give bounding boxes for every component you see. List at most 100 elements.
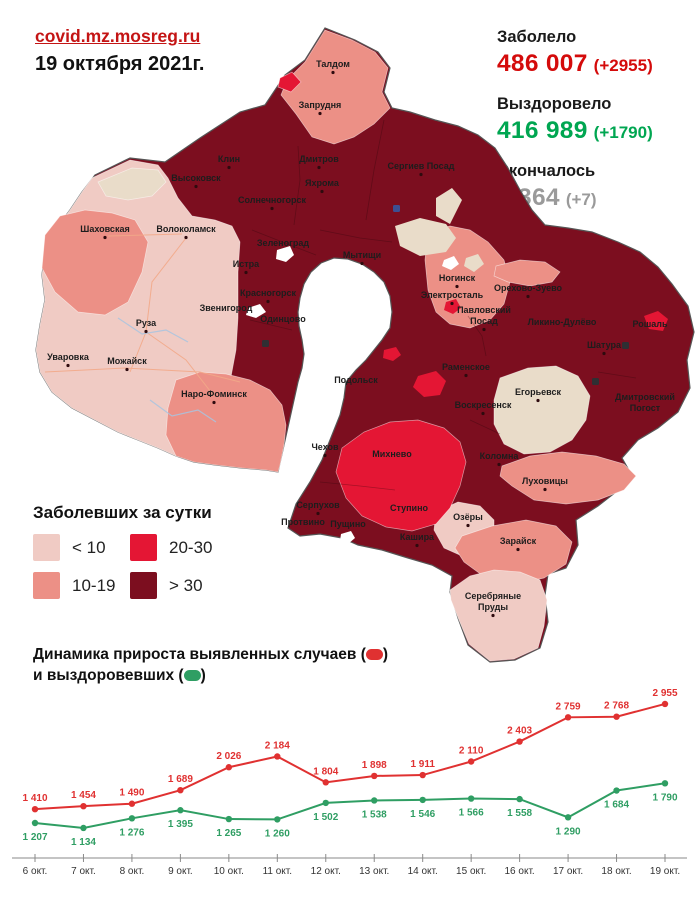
legend-item: < 10: [33, 534, 130, 561]
district-serebryanye-prudy: [449, 569, 548, 662]
map-label: Солнечногорск: [238, 195, 306, 205]
legend-item: > 30: [130, 572, 212, 599]
map-label: Запрудня: [299, 100, 342, 110]
hotspot-ramenskoye-west: [413, 371, 446, 397]
town-dot: [415, 543, 419, 548]
district-lukhovitsy: [499, 451, 637, 505]
map-label: Звенигород: [200, 303, 253, 313]
map-label: Шатура: [587, 340, 622, 350]
legend-item: 10-19: [33, 572, 130, 599]
district-orekhovo-north: [493, 259, 561, 287]
town-dot: [125, 367, 129, 372]
chart-point-cases: [613, 713, 620, 720]
value-label: 1 490: [119, 788, 144, 799]
chart-point-recovered: [467, 795, 475, 802]
value-label: 1 538: [362, 809, 387, 820]
chart-point-cases: [371, 772, 378, 780]
patch-zvenigorod: [246, 304, 266, 318]
map-label: Рошаль: [632, 319, 668, 329]
patch-zelenograd: [276, 246, 294, 262]
town-dot: [331, 70, 335, 75]
stat-died-label: Скончалось: [497, 162, 596, 180]
value-label: 1 911: [410, 759, 435, 770]
town-dot: [103, 235, 107, 240]
map-label: Ступино: [390, 503, 429, 513]
town-dot: [497, 462, 501, 467]
chart-point-cases: [225, 764, 233, 771]
town-dot: [516, 547, 520, 552]
map-label: Зеленоград: [257, 238, 309, 248]
value-label: 1 134: [71, 837, 96, 848]
map-label: Ликино-Дулёво: [528, 317, 597, 327]
chart-point-cases: [516, 738, 523, 745]
town-dot: [482, 327, 486, 332]
map-label: Дмитровский Погост: [615, 392, 675, 413]
patch-noginsk-beige: [464, 254, 484, 272]
legend-swatch: [130, 572, 157, 599]
legend-swatch: [130, 534, 157, 561]
map-labels-layer: Шаховская Волоколамск Руза Уваровка Можайск Н…: [47, 59, 675, 618]
town-dot: [536, 398, 540, 403]
header: covid.mz.mosreg.ru 19 октября 2021г.: [35, 26, 204, 76]
value-label: 1 410: [22, 793, 47, 804]
building-marker-icon: [262, 340, 269, 347]
stat-died-delta: (+7): [565, 190, 597, 209]
town-dot: [543, 487, 547, 492]
value-label: 2 955: [652, 688, 677, 699]
value-label: 1 207: [22, 832, 47, 843]
map-label: Талдом: [316, 59, 350, 69]
patch-noginsk-white: [442, 256, 459, 270]
chart-point-recovered: [371, 797, 378, 804]
source-url-link[interactable]: covid.mz.mosreg.ru: [35, 26, 201, 46]
town-dot: [320, 189, 324, 194]
legend-swatch: [33, 534, 60, 561]
x-axis-label: 19 окт.: [650, 866, 680, 877]
town-dot: [227, 165, 231, 170]
chart-point-recovered: [564, 814, 572, 821]
district-lotoshino: [97, 167, 167, 201]
x-axis-label: 13 окт.: [359, 866, 389, 877]
chart-point-cases: [177, 786, 184, 794]
map-label: Высоковск: [171, 173, 221, 183]
legend-item: 20-30: [130, 534, 212, 561]
chart-point-recovered: [274, 816, 281, 823]
town-dot: [316, 511, 320, 516]
value-label: 1 502: [313, 812, 338, 823]
legend-title: Заболевших за сутки: [33, 503, 212, 522]
x-axis-label: 10 окт.: [214, 866, 244, 877]
map-label: Одинцово: [260, 314, 306, 324]
hotspot-roshal: [644, 311, 668, 331]
town-dot: [266, 299, 270, 304]
x-axis-label: 7 окт.: [71, 866, 96, 877]
x-axis-label: 15 окт.: [456, 866, 486, 877]
map-label: Можайск: [107, 356, 147, 366]
x-axis-label: 11 окт.: [263, 866, 292, 877]
stat-recovered: Выздоровело 416 989 (+1790): [497, 95, 697, 145]
map-label: Истра: [233, 259, 260, 269]
value-label: 1 395: [168, 819, 193, 830]
x-axis-label: 12 окт.: [311, 866, 341, 877]
legend-label: > 30: [169, 575, 203, 595]
chart-point-recovered: [80, 824, 87, 832]
value-label: 2 403: [507, 726, 532, 737]
district-shakhovskaya: [41, 209, 149, 316]
cases-marker-icon: [365, 649, 383, 660]
value-label: 1 260: [265, 828, 290, 839]
map-label: Дмитров: [299, 154, 339, 164]
legend-swatch: [33, 572, 60, 599]
chart-point-cases: [80, 802, 87, 810]
chart-point-recovered: [613, 787, 620, 794]
building-marker-icon: [393, 205, 400, 212]
value-label: 2 184: [265, 740, 290, 751]
x-axis-label: 18 окт.: [601, 866, 631, 877]
town-dot: [450, 301, 454, 306]
map-label: Озёры: [453, 512, 483, 522]
road-lines: [44, 233, 241, 397]
town-dot: [419, 172, 423, 177]
map-label: Руза: [136, 318, 157, 328]
hotspot-zhukovsky: [383, 347, 401, 361]
chart-point-cases: [128, 800, 136, 807]
patch-korolyov-beige: [395, 218, 456, 256]
map-label: Раменское: [442, 362, 490, 372]
town-dot: [194, 184, 198, 189]
